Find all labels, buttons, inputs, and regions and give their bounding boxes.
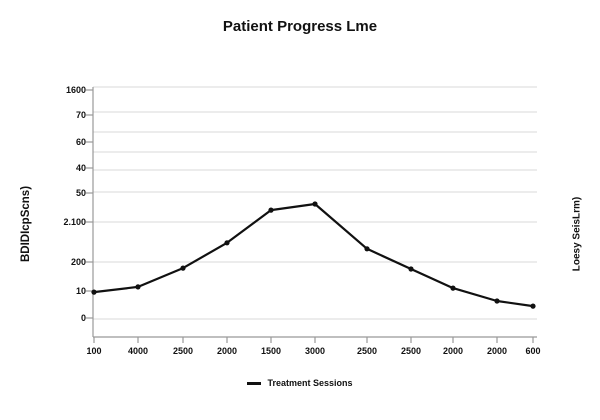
data-point-marker xyxy=(408,266,414,272)
x-tick-label: 2000 xyxy=(486,346,508,356)
series-line xyxy=(93,202,534,308)
x-tick-label: 2000 xyxy=(442,346,464,356)
y-tick-label: 70 xyxy=(75,109,86,120)
data-point-marker xyxy=(364,246,370,252)
axes xyxy=(86,87,537,343)
x-tick-label: 3000 xyxy=(304,346,326,356)
x-tick-label: 2500 xyxy=(400,346,422,356)
x-tick-label: 2500 xyxy=(356,346,378,356)
chart-title: Patient Progress Lme xyxy=(222,18,378,35)
x-tick-label: 2500 xyxy=(172,346,194,356)
x-tick-label: 600 xyxy=(525,346,541,356)
y-tick-label: 40 xyxy=(75,162,86,173)
y-tick-label: 0 xyxy=(80,312,86,323)
data-point-marker xyxy=(530,303,536,309)
x-tick-label: 1500 xyxy=(260,346,282,356)
data-point-marker xyxy=(135,284,141,290)
y-tick-label: 2.100 xyxy=(63,216,86,227)
x-tick-label: 2000 xyxy=(216,346,238,356)
data-point-marker xyxy=(268,207,274,213)
gridlines xyxy=(93,86,537,320)
data-point-marker xyxy=(450,285,456,291)
y-tick-label: 1600 xyxy=(65,84,86,95)
legend-label: Treatment Sessions xyxy=(267,378,353,388)
data-point-marker xyxy=(494,298,500,304)
y-tick-label: 10 xyxy=(75,285,86,296)
y-tick-label: 50 xyxy=(75,187,86,198)
x-tick-label: 100 xyxy=(86,346,102,356)
x-tick-label: 4000 xyxy=(127,346,149,356)
y-tick-label: 200 xyxy=(70,256,86,267)
legend-line-swatch xyxy=(247,381,262,385)
data-point-marker xyxy=(91,289,97,295)
legend: Treatment Sessions xyxy=(0,378,600,388)
y-tick-label: 60 xyxy=(75,136,86,147)
data-point-marker xyxy=(180,265,186,271)
data-point-marker xyxy=(312,201,318,207)
data-point-marker xyxy=(224,240,230,246)
